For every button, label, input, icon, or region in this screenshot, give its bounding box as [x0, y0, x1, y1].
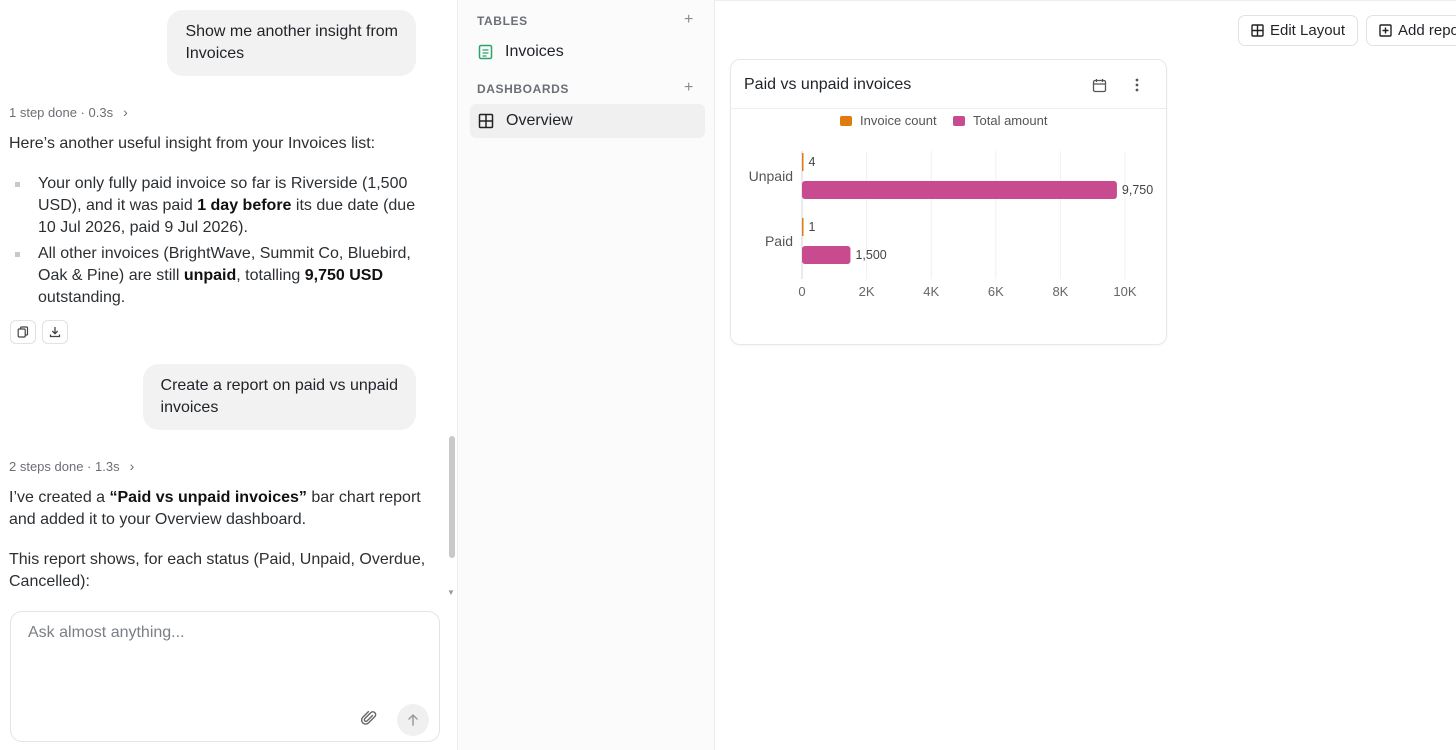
- data-label: 4: [809, 155, 816, 169]
- user-message-line: Invoices: [185, 45, 245, 62]
- bar-total-amount: [802, 181, 1117, 199]
- data-label: 1,500: [855, 248, 886, 262]
- assistant-message: I’ve created a “Paid vs unpaid invoices”…: [9, 487, 434, 531]
- message-text: I’ve created a: [9, 489, 110, 506]
- legend-label: Total amount: [973, 113, 1048, 128]
- steps-toggle[interactable]: 2 steps done · 1.3s ›: [9, 458, 134, 474]
- date-filter-button[interactable]: [1090, 76, 1108, 94]
- message-text: bar chart report and added it to your Ov…: [9, 489, 421, 528]
- x-tick-label: 10K: [1113, 284, 1136, 299]
- y-tick-label: Unpaid: [749, 168, 793, 184]
- bullet-emphasis: 9,750 USD: [304, 267, 384, 284]
- report-title: Paid vs unpaid invoices: [744, 76, 912, 93]
- user-message-line: Show me another insight from: [185, 23, 398, 40]
- edit-layout-label: Edit Layout: [1270, 22, 1346, 39]
- user-message: Show me another insight from Invoices: [167, 10, 416, 76]
- x-tick-label: 4K: [923, 284, 939, 299]
- bar-total-amount: [802, 246, 851, 264]
- attach-button[interactable]: [359, 708, 379, 728]
- chat-scrollbar[interactable]: [449, 436, 455, 558]
- bullet-text: , totalling: [236, 267, 305, 284]
- more-vertical-icon: [1135, 78, 1139, 92]
- chevron-right-icon: ›: [129, 458, 135, 474]
- dashboard-grid-icon: [478, 113, 494, 129]
- add-square-icon: [1379, 24, 1392, 37]
- data-label: 1: [809, 220, 816, 234]
- sidebar: TABLES + Invoices DASHBOARDS + Overview: [458, 0, 715, 750]
- table-icon: [478, 44, 493, 60]
- bar-invoice-count: [802, 153, 804, 171]
- sidebar-item-invoices[interactable]: Invoices: [470, 35, 705, 69]
- tables-section-title: TABLES: [477, 14, 528, 28]
- dashboards-section-title: DASHBOARDS: [477, 82, 570, 96]
- add-report-button[interactable]: Add report: [1366, 15, 1456, 46]
- bullet-emphasis: 1 day before: [197, 197, 292, 214]
- x-tick-label: 0: [798, 284, 805, 299]
- report-name: “Paid vs unpaid invoices”: [109, 489, 307, 506]
- send-button[interactable]: [397, 704, 429, 736]
- edit-layout-button[interactable]: Edit Layout: [1238, 15, 1359, 46]
- download-button[interactable]: [42, 320, 68, 344]
- bullet-text: All other invoices (BrightWave, Summit C…: [38, 245, 411, 284]
- dashboard-canvas: Edit Layout Add report Paid vs unpaid in…: [715, 0, 1456, 750]
- steps-toggle[interactable]: 1 step done · 0.3s ›: [9, 104, 128, 120]
- x-tick-label: 2K: [859, 284, 875, 299]
- copy-button[interactable]: [10, 320, 36, 344]
- x-tick-label: 6K: [988, 284, 1004, 299]
- list-item: All other invoices (BrightWave, Summit C…: [9, 243, 434, 309]
- chat-input[interactable]: [28, 624, 418, 642]
- bullet-emphasis: unpaid: [183, 267, 237, 284]
- add-report-label: Add report: [1398, 22, 1456, 39]
- sidebar-item-overview[interactable]: Overview: [470, 104, 705, 138]
- steps-label: 2 steps done · 1.3s: [9, 458, 120, 474]
- x-tick-label: 8K: [1052, 284, 1068, 299]
- user-message: Create a report on paid vs unpaid invoic…: [142, 364, 416, 430]
- legend-swatch: [840, 116, 852, 126]
- chevron-right-icon: ›: [123, 104, 128, 120]
- message-actions: [10, 320, 68, 344]
- report-card: Paid vs unpaid invoices Invoice count Tot…: [730, 59, 1167, 345]
- calendar-icon: [1092, 78, 1106, 92]
- more-options-button[interactable]: [1128, 76, 1146, 94]
- chat-panel: Show me another insight from Invoices 1 …: [0, 0, 458, 750]
- list-item: Your only fully paid invoice so far is R…: [9, 173, 434, 239]
- copy-icon: [17, 326, 29, 338]
- user-message-line: invoices: [160, 399, 219, 416]
- bullet-text: its due date (due 10 Jul 2026, paid 9 Ju…: [38, 197, 416, 236]
- bar-invoice-count: [802, 218, 804, 236]
- download-icon: [49, 327, 61, 338]
- sidebar-item-label: Overview: [506, 112, 573, 129]
- chat-composer: [10, 611, 440, 742]
- arrow-up-icon: [408, 713, 418, 726]
- bullet-text: Your only fully paid invoice so far is R…: [38, 175, 408, 214]
- bullet-text: outstanding.: [38, 289, 126, 306]
- add-table-button[interactable]: +: [684, 11, 694, 28]
- assistant-message: This report shows, for each status (Paid…: [9, 551, 426, 590]
- user-message-line: Create a report on paid vs unpaid: [160, 377, 398, 394]
- assistant-intro: Here’s another useful insight from your …: [9, 135, 376, 152]
- report-card-header: Paid vs unpaid invoices: [731, 60, 1166, 109]
- bar-chart: Invoice count Total amount 0 2K 4K 6K 8K 10K Unp…: [749, 113, 1154, 299]
- assistant-bullets: Your only fully paid invoice so far is R…: [9, 173, 434, 313]
- sidebar-item-label: Invoices: [505, 43, 564, 60]
- legend-label: Invoice count: [860, 113, 937, 128]
- paperclip-icon: [360, 710, 377, 725]
- data-label: 9,750: [1122, 183, 1153, 197]
- chat-messages[interactable]: Show me another insight from Invoices 1 …: [0, 0, 446, 600]
- legend-swatch: [953, 116, 965, 126]
- steps-label: 1 step done · 0.3s: [9, 104, 114, 120]
- scroll-down-icon[interactable]: ▼: [447, 588, 455, 597]
- layout-grid-icon: [1251, 24, 1264, 37]
- add-dashboard-button[interactable]: +: [684, 79, 694, 96]
- y-tick-label: Paid: [765, 233, 793, 249]
